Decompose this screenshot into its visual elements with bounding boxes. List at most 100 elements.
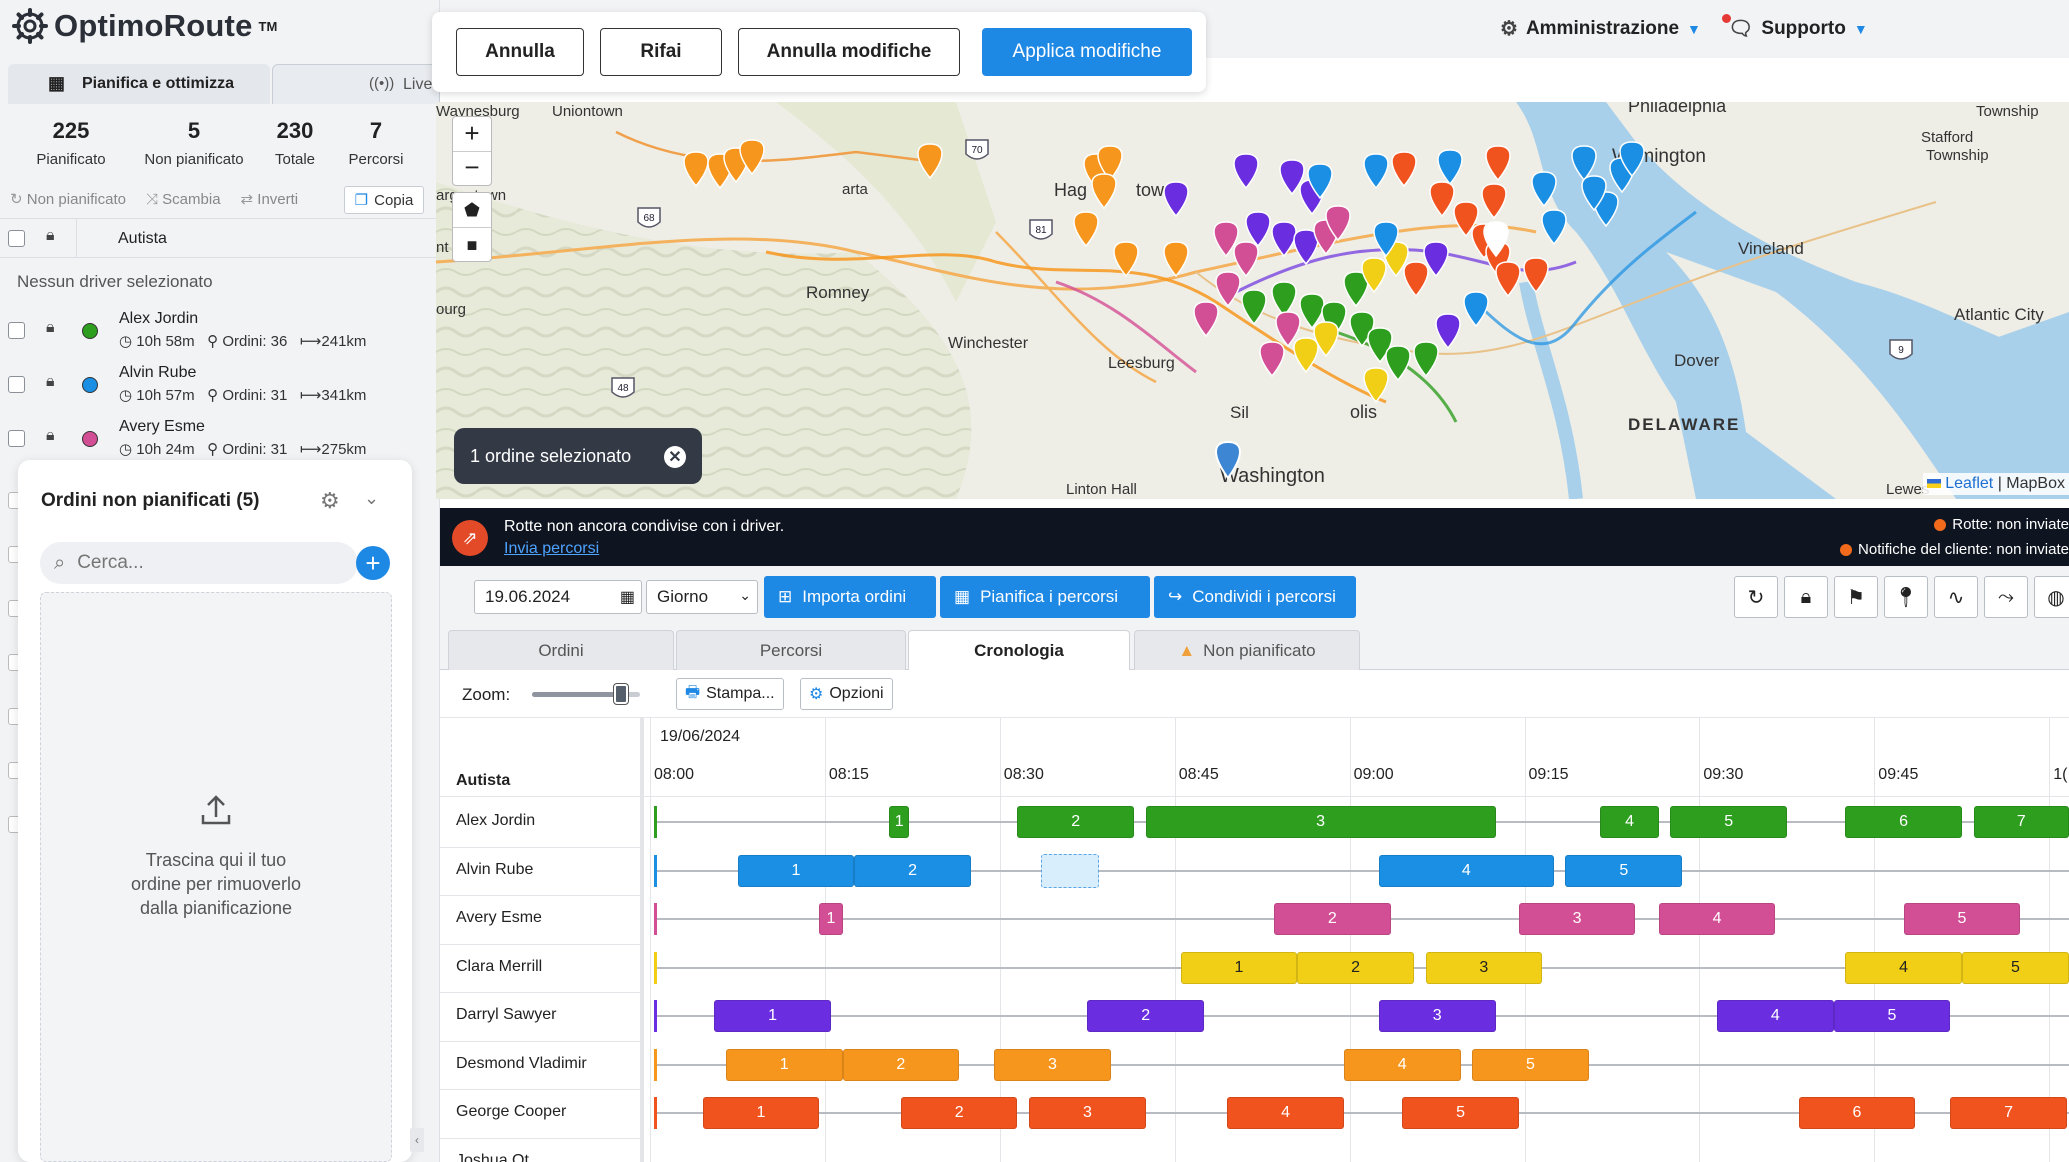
order-pin-icon[interactable] xyxy=(1437,149,1463,186)
tab-unplanned[interactable]: ▲ Non pianificato xyxy=(1134,630,1360,670)
order-pin-icon[interactable] xyxy=(1391,151,1417,188)
selected-order-pin-icon[interactable] xyxy=(1215,440,1241,480)
rectangle-draw-icon[interactable]: ■ xyxy=(466,235,478,255)
order-pin-icon[interactable] xyxy=(1271,281,1297,318)
swap-button[interactable]: ⤨ Scambia xyxy=(146,191,221,208)
plan-routes-button[interactable]: ▦ Pianifica i percorsi xyxy=(940,576,1150,618)
order-pin-icon[interactable] xyxy=(1293,337,1319,374)
cancel-button[interactable]: Annulla xyxy=(456,28,584,76)
order-block[interactable]: 2 xyxy=(1297,951,1414,984)
chevron-down-icon[interactable]: ⌄ xyxy=(364,488,380,508)
admin-menu[interactable]: ⚙ Amministrazione ▼ xyxy=(1500,16,1701,41)
order-pin-icon[interactable] xyxy=(1453,201,1479,238)
order-block[interactable]: 1 xyxy=(702,1097,820,1130)
order-pin-icon[interactable] xyxy=(1215,271,1241,308)
send-routes-link[interactable]: Invia percorsi xyxy=(504,540,600,557)
order-block[interactable]: 2 xyxy=(1087,1000,1204,1033)
order-pin-icon[interactable] xyxy=(683,151,709,188)
order-pin-icon[interactable] xyxy=(1581,175,1607,212)
order-block[interactable]: 1 xyxy=(819,903,843,936)
order-pin-icon[interactable] xyxy=(1463,291,1489,328)
flag-button[interactable]: ⚑ xyxy=(1834,576,1878,618)
route-button[interactable]: ∿ xyxy=(1934,576,1978,618)
order-pin-icon[interactable] xyxy=(1163,241,1189,278)
refresh-button[interactable]: ↻ xyxy=(1734,576,1778,618)
driver-checkbox[interactable] xyxy=(8,322,25,339)
order-block[interactable]: 3 xyxy=(1029,1097,1146,1130)
order-pin-icon[interactable] xyxy=(1619,141,1645,178)
column-splitter[interactable] xyxy=(640,718,644,1162)
order-block[interactable]: 3 xyxy=(1145,806,1496,839)
driver-row[interactable]: 🔒︎ Alex Jordin ◷ 10h 58m ⚲ Ordini: 36 ⟼2… xyxy=(0,306,440,358)
pin-button[interactable]: 📍︎ xyxy=(1884,576,1928,618)
logo[interactable]: OptimoRoute TM xyxy=(12,8,277,44)
order-pin-icon[interactable] xyxy=(1435,313,1461,350)
order-block[interactable]: 5 xyxy=(1670,806,1787,839)
order-pin-icon[interactable] xyxy=(739,139,765,176)
order-pin-icon[interactable] xyxy=(1485,145,1511,182)
unplan-button[interactable]: ↻ Non pianificato xyxy=(10,190,126,208)
lock-icon[interactable]: 🔒︎ xyxy=(46,373,55,390)
zoom-slider-thumb[interactable] xyxy=(613,684,628,704)
leaflet-link[interactable]: Leaflet xyxy=(1945,475,1994,492)
order-pin-icon[interactable] xyxy=(1113,241,1139,278)
order-block[interactable]: 7 xyxy=(1950,1097,2067,1130)
order-pin-icon[interactable] xyxy=(1361,257,1387,294)
collapse-handle[interactable]: ‹ xyxy=(410,1128,424,1152)
order-block[interactable]: 5 xyxy=(1833,1000,1951,1033)
order-pin-icon[interactable] xyxy=(1423,241,1449,278)
order-block[interactable]: 2 xyxy=(854,854,971,887)
order-pin-icon[interactable] xyxy=(917,143,943,180)
search-input[interactable] xyxy=(77,552,308,574)
map-canvas[interactable]: Waynesburg Uniontown Philadelphia TownshipS… xyxy=(436,102,2069,499)
order-block[interactable]: 4 xyxy=(1845,951,1962,984)
driver-checkbox[interactable] xyxy=(8,430,25,447)
order-pin-icon[interactable] xyxy=(1193,301,1219,338)
order-block[interactable]: 3 xyxy=(1425,951,1543,984)
lock-button[interactable]: 🔒︎ xyxy=(1784,576,1828,618)
order-pin-icon[interactable] xyxy=(1213,221,1239,258)
order-pin-icon[interactable] xyxy=(1531,171,1557,208)
order-block[interactable]: 4 xyxy=(1378,854,1554,887)
order-block[interactable]: 5 xyxy=(1402,1097,1519,1130)
order-pin-icon[interactable] xyxy=(1313,321,1339,358)
order-pin-icon[interactable] xyxy=(1073,211,1099,248)
zoom-out-button[interactable]: − xyxy=(464,152,480,182)
order-block[interactable]: 1 xyxy=(737,854,855,887)
order-block[interactable]: 1 xyxy=(714,1000,831,1033)
driver-checkbox[interactable] xyxy=(8,376,25,393)
tab-routes[interactable]: Percorsi xyxy=(676,630,906,670)
order-block[interactable]: 3 xyxy=(994,1048,1111,1081)
order-block[interactable]: 5 xyxy=(1565,854,1683,887)
order-pin-icon[interactable] xyxy=(1233,241,1259,278)
order-pin-icon[interactable] xyxy=(1385,345,1411,382)
order-pin-icon[interactable] xyxy=(1241,289,1267,326)
order-pin-icon[interactable] xyxy=(1325,205,1351,242)
select-all-checkbox[interactable] xyxy=(8,230,25,247)
order-pin-icon[interactable] xyxy=(1343,271,1369,308)
order-pin-icon[interactable] xyxy=(1091,173,1117,210)
invert-button[interactable]: ⇄ Inverti xyxy=(241,190,299,208)
order-block[interactable]: 5 xyxy=(1961,951,2069,984)
order-block[interactable]: 1 xyxy=(725,1048,843,1081)
order-block[interactable]: 6 xyxy=(1798,1097,1916,1130)
driver-row[interactable]: 🔒︎ Alvin Rube ◷ 10h 57m ⚲ Ordini: 31 ⟼34… xyxy=(0,360,440,412)
order-block[interactable]: 2 xyxy=(842,1048,960,1081)
order-block[interactable]: 1 xyxy=(1180,951,1298,984)
order-pin-icon[interactable] xyxy=(1275,311,1301,348)
lock-icon[interactable]: 🔒︎ xyxy=(46,319,55,336)
order-pin-icon[interactable] xyxy=(1523,257,1549,294)
lock-icon[interactable]: 🔒︎ xyxy=(46,227,55,244)
order-pin-icon[interactable] xyxy=(1481,183,1507,220)
copy-button[interactable]: ❐ Copia xyxy=(344,186,424,214)
drop-zone[interactable]: Trascina qui il tuo ordine per rimuoverl… xyxy=(40,592,392,1162)
redo-button[interactable]: Rifai xyxy=(600,28,722,76)
order-block[interactable]: 2 xyxy=(1017,806,1135,839)
tab-orders[interactable]: Ordini xyxy=(448,630,674,670)
order-pin-icon[interactable] xyxy=(1403,261,1429,298)
order-pin-icon[interactable] xyxy=(1483,221,1509,258)
order-block[interactable]: 2 xyxy=(1273,903,1391,936)
undo-changes-button[interactable]: Annulla modifiche xyxy=(738,28,960,76)
order-pin-icon[interactable] xyxy=(1571,145,1597,182)
order-block[interactable]: 4 xyxy=(1343,1048,1461,1081)
